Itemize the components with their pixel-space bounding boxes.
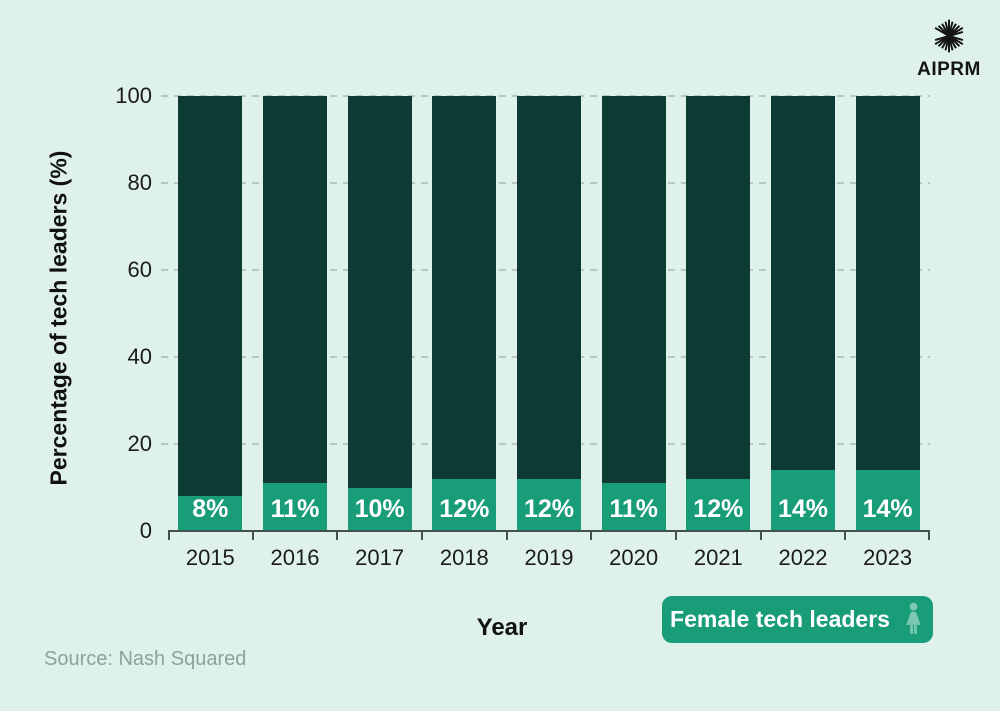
x-axis-title: Year	[476, 614, 528, 641]
bar-segment-female	[263, 483, 327, 531]
bar-value-label: 12%	[693, 495, 744, 523]
x-tick-labels: 2015 2016 2017 2018 2019 2020 2021 2022 2023	[168, 545, 930, 573]
legend-label: Female tech leaders	[670, 606, 890, 632]
x-tick-label-2019: 2019	[524, 545, 574, 570]
y-tick-label-60: 60	[127, 257, 152, 282]
y-tick-label-40: 40	[127, 344, 152, 369]
x-tick-label-2022: 2022	[778, 545, 828, 570]
x-axis-line	[168, 530, 930, 532]
bar-2019: 12%	[517, 96, 581, 531]
bar-segment-female	[601, 483, 666, 531]
bar-segment-female	[771, 470, 835, 531]
bar-segment-female	[686, 478, 751, 531]
x-tick	[168, 530, 170, 540]
bar-segment-remainder	[771, 96, 835, 471]
bar-2018: 12%	[432, 96, 497, 531]
x-tick-label-2020: 2020	[609, 545, 659, 570]
bar-value-label: 12%	[523, 495, 575, 523]
x-tick-label-2021: 2021	[693, 545, 743, 570]
bar-value-label: 12%	[439, 495, 490, 523]
bar-segment-remainder	[601, 96, 666, 484]
bar-2017: 10%	[347, 96, 412, 531]
x-tick	[590, 530, 593, 540]
bar-segment-remainder	[686, 96, 751, 479]
bar-value-label: 14%	[862, 495, 913, 523]
brand-name: AIPRM	[917, 59, 981, 80]
bar-value-label: 11%	[270, 495, 320, 523]
bar-segment-remainder	[517, 96, 581, 479]
y-tick-label-100: 100	[115, 83, 152, 108]
plot-area: 8% 11% 10% 12% 12% 11% 12% 14% 14%	[161, 95, 930, 540]
bar-segment-female	[347, 487, 412, 531]
x-tick	[505, 530, 508, 540]
legend: Female tech leaders	[662, 596, 933, 643]
bar-segment-female	[855, 470, 920, 531]
x-tick	[844, 530, 847, 540]
x-tick-label-2015: 2015	[185, 545, 235, 570]
bar-value-label: 8%	[192, 495, 229, 523]
bar-value-label: 11%	[609, 495, 658, 523]
aiprm-logo-icon	[934, 19, 964, 53]
bar-segment-remainder	[855, 96, 920, 471]
bar-segment-female	[517, 478, 581, 531]
x-tick-label-2023: 2023	[863, 545, 913, 570]
x-tick-label-2018: 2018	[439, 545, 489, 570]
bar-2023: 14%	[855, 96, 920, 531]
bar-segment-remainder	[263, 96, 327, 484]
x-tick	[251, 530, 254, 540]
x-tick	[675, 530, 677, 540]
bar-segment-female	[432, 478, 497, 531]
x-tick	[928, 530, 930, 540]
brand-block: AIPRM	[914, 16, 984, 81]
female-figure-icon	[906, 602, 921, 635]
bar-segment-remainder	[178, 96, 243, 497]
x-tick-label-2017: 2017	[355, 545, 405, 570]
bar-2015: 8%	[178, 96, 243, 531]
bar-2016: 11%	[263, 96, 327, 531]
x-tick	[421, 530, 423, 540]
y-tick-labels: 0 20 40 60 80 100	[0, 84, 152, 543]
x-tick-label-2016: 2016	[270, 545, 320, 570]
bar-segment-remainder	[432, 96, 497, 479]
source-note: Source: Nash Squared	[44, 648, 247, 670]
bar-2022: 14%	[771, 96, 835, 531]
y-tick-label-0: 0	[139, 518, 152, 543]
bar-segment-female	[178, 496, 243, 531]
bar-2021: 12%	[686, 96, 751, 531]
x-tick	[336, 530, 339, 540]
bar-segment-remainder	[347, 96, 412, 488]
x-tick	[759, 530, 762, 540]
y-tick-label-20: 20	[127, 431, 152, 456]
bar-2020: 11%	[601, 96, 666, 531]
y-tick-label-80: 80	[127, 170, 152, 195]
bar-value-label: 14%	[777, 495, 829, 523]
bar-value-label: 10%	[354, 495, 405, 523]
